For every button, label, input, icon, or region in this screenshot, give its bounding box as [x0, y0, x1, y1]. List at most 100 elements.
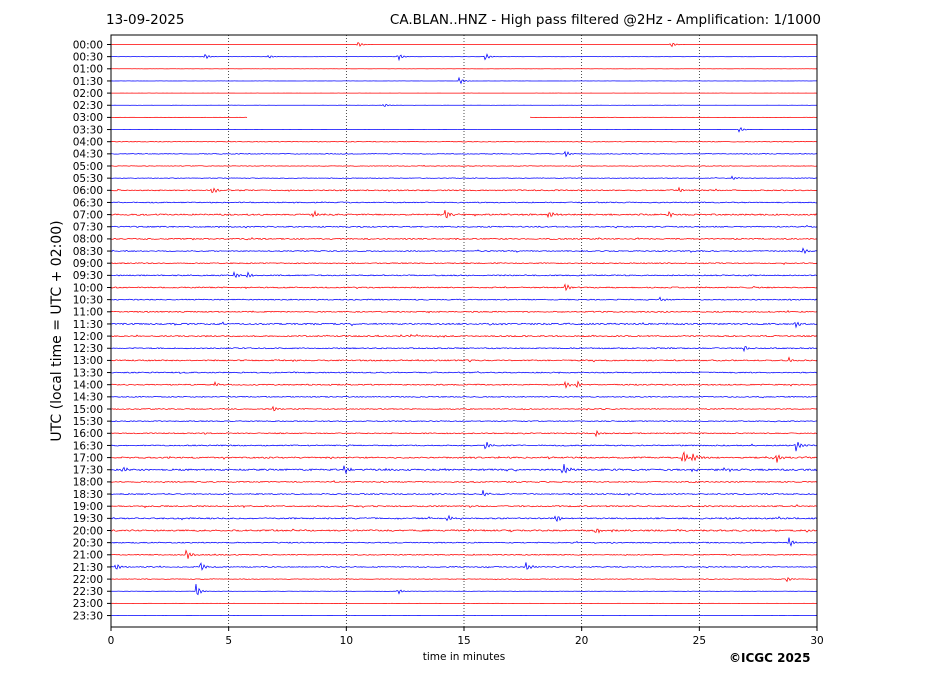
trace-line — [110, 464, 818, 475]
y-tick-label: 19:30 — [73, 513, 103, 525]
copyright-text: ©ICGC 2025 — [729, 651, 811, 665]
y-tick-label: 05:00 — [73, 161, 103, 173]
y-tick-label: 14:00 — [73, 380, 103, 392]
x-tick-label: 30 — [810, 635, 823, 647]
x-tick-label: 0 — [108, 635, 115, 647]
y-tick-label: 08:00 — [73, 234, 103, 246]
y-tick-label: 09:00 — [73, 258, 103, 270]
y-tick-label: 03:00 — [73, 112, 103, 124]
y-tick-label: 23:00 — [73, 598, 103, 610]
trace-line — [110, 296, 818, 302]
y-tick-label: 10:30 — [73, 294, 103, 306]
y-tick-label: 02:30 — [73, 100, 103, 112]
y-tick-label: 01:00 — [73, 64, 103, 76]
trace-line — [110, 140, 818, 143]
trace-line — [110, 528, 818, 534]
y-tick-label: 16:00 — [73, 428, 103, 440]
trace-line — [110, 53, 818, 62]
y-tick-label: 07:00 — [73, 209, 103, 221]
trace-line — [110, 420, 818, 423]
seismogram-traces — [110, 42, 818, 617]
y-tick-label: 00:30 — [73, 51, 103, 63]
y-tick-label: 22:30 — [73, 586, 103, 598]
y-tick-label: 07:30 — [73, 222, 103, 234]
trace-line — [110, 356, 818, 363]
trace-line — [110, 225, 818, 229]
y-tick-label: 01:30 — [73, 76, 103, 88]
trace-line — [110, 480, 818, 484]
trace-line — [110, 380, 818, 389]
y-tick-label: 16:30 — [73, 440, 103, 452]
trace-line — [110, 164, 818, 167]
x-axis-ticks: 0 5 10 15 20 25 30 — [108, 627, 824, 647]
y-tick-label: 15:00 — [73, 404, 103, 416]
y-tick-label: 18:00 — [73, 477, 103, 489]
y-tick-label: 10:00 — [73, 282, 103, 294]
trace-line — [110, 490, 818, 497]
plot-date: 13-09-2025 — [106, 12, 185, 28]
trace-line — [110, 334, 818, 338]
grid-lines — [228, 35, 700, 627]
trace-line — [110, 537, 818, 547]
trace-line — [110, 395, 818, 399]
y-tick-label: 18:30 — [73, 489, 103, 501]
y-tick-label: 13:30 — [73, 367, 103, 379]
y-tick-label: 08:30 — [73, 246, 103, 258]
y-tick-label: 12:30 — [73, 343, 103, 355]
y-tick-label: 17:30 — [73, 465, 103, 477]
y-tick-label: 04:30 — [73, 149, 103, 161]
trace-line — [110, 210, 818, 219]
trace-line — [110, 309, 818, 314]
trace-line — [110, 103, 818, 108]
y-tick-label: 21:00 — [73, 550, 103, 562]
y-tick-label: 23:30 — [73, 610, 103, 622]
trace-line — [110, 247, 818, 255]
y-tick-label: 09:30 — [73, 270, 103, 282]
trace-line — [110, 262, 818, 266]
y-tick-label: 06:30 — [73, 197, 103, 209]
trace-line — [110, 126, 818, 133]
trace-line — [110, 429, 818, 438]
trace-line — [110, 201, 818, 204]
trace-line — [110, 346, 818, 353]
x-tick-label: 5 — [225, 635, 232, 647]
y-tick-label: 12:00 — [73, 331, 103, 343]
x-tick-label: 20 — [575, 635, 588, 647]
trace-line — [110, 584, 818, 596]
y-tick-label: 11:00 — [73, 307, 103, 319]
y-tick-label: 05:30 — [73, 173, 103, 185]
y-tick-label: 13:00 — [73, 355, 103, 367]
trace-line — [110, 577, 818, 583]
y-tick-label: 04:00 — [73, 137, 103, 149]
y-tick-label: 22:00 — [73, 574, 103, 586]
plot-title: CA.BLAN..HNZ - High pass filtered @2Hz -… — [389, 12, 821, 28]
trace-line — [110, 504, 818, 509]
trace-line — [110, 405, 818, 412]
y-tick-label: 21:30 — [73, 562, 103, 574]
y-tick-label: 03:30 — [73, 124, 103, 136]
trace-line — [110, 562, 818, 571]
y-tick-label: 06:00 — [73, 185, 103, 197]
trace-line — [110, 450, 818, 463]
x-tick-label: 25 — [693, 635, 706, 647]
trace-line — [110, 42, 818, 48]
trace-line — [110, 237, 818, 241]
x-tick-label: 10 — [340, 635, 353, 647]
trace-line — [110, 175, 818, 180]
trace-line — [110, 514, 818, 523]
trace-line — [110, 321, 818, 329]
trace-line — [110, 549, 818, 559]
x-tick-label: 15 — [457, 635, 470, 647]
y-tick-label: 20:30 — [73, 537, 103, 549]
trace-line — [110, 371, 818, 374]
y-tick-label: 00:00 — [73, 39, 103, 51]
y-tick-label: 17:00 — [73, 452, 103, 464]
trace-line — [110, 186, 818, 194]
y-axis-ticks: 00:0000:3001:0001:3002:0002:3003:0003:30… — [73, 39, 111, 622]
y-tick-label: 20:00 — [73, 525, 103, 537]
trace-line — [110, 283, 818, 292]
y-tick-label: 14:30 — [73, 392, 103, 404]
trace-line — [110, 150, 818, 158]
x-axis-label: time in minutes — [422, 651, 506, 663]
